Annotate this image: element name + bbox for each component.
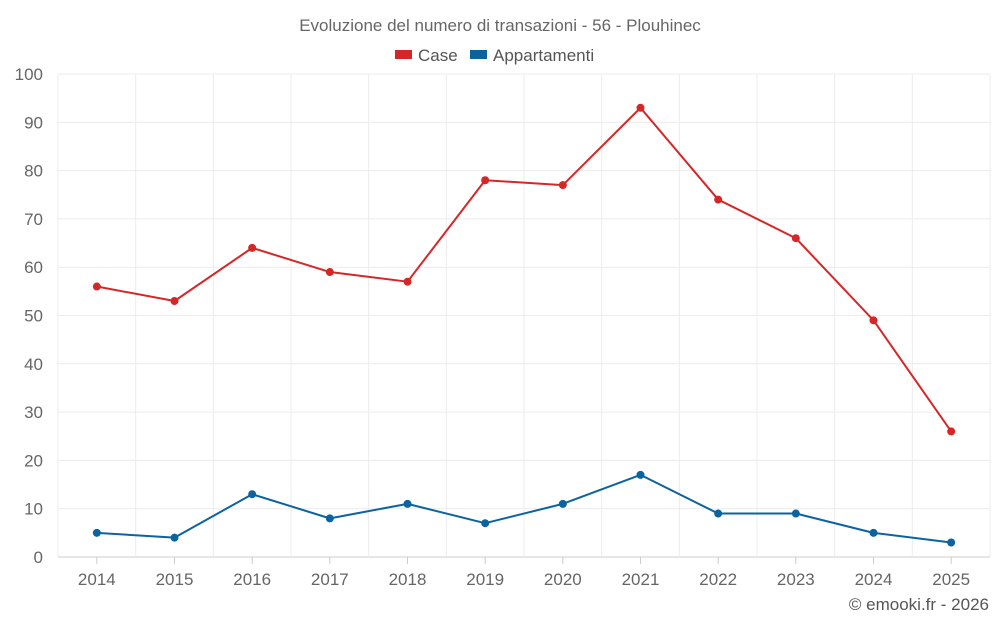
grid	[57, 73, 991, 558]
y-tick-label: 90	[24, 113, 43, 132]
series-group	[92, 103, 956, 547]
y-tick-label: 40	[24, 355, 43, 374]
data-point-case[interactable]	[170, 297, 179, 306]
y-tick-label: 70	[24, 210, 43, 229]
y-tick-label: 60	[24, 258, 43, 277]
x-tick-label: 2022	[699, 570, 737, 589]
legend-label-appartamenti[interactable]: Appartamenti	[493, 46, 594, 65]
data-point-appartamenti[interactable]	[248, 490, 257, 499]
series-line-case	[96, 106, 952, 432]
x-axis: 2014 2015 2016 2017 2018 2019 2020 2021 2022 2023…	[78, 557, 970, 589]
y-axis: 0 10 20 30 40 50 60 70 80 90 100	[15, 65, 43, 567]
data-point-case[interactable]	[558, 181, 567, 190]
x-tick-label: 2024	[855, 570, 893, 589]
legend: Case Appartamenti	[395, 46, 594, 65]
legend-label-case[interactable]: Case	[418, 46, 458, 65]
y-tick-label: 30	[24, 403, 43, 422]
data-point-appartamenti[interactable]	[403, 499, 412, 508]
data-point-case[interactable]	[325, 268, 334, 277]
y-tick-label: 20	[24, 451, 43, 470]
data-point-case[interactable]	[481, 176, 490, 185]
x-tick-label: 2017	[311, 570, 349, 589]
legend-swatch-appartamenti	[470, 50, 487, 59]
data-point-case[interactable]	[92, 282, 101, 291]
data-point-case[interactable]	[714, 195, 723, 204]
x-tick-label: 2021	[622, 570, 660, 589]
y-tick-label: 10	[24, 500, 43, 519]
data-point-appartamenti[interactable]	[325, 514, 334, 523]
data-point-appartamenti[interactable]	[558, 499, 567, 508]
data-point-appartamenti[interactable]	[92, 528, 101, 537]
x-tick-label: 2020	[544, 570, 582, 589]
x-tick-label: 2023	[777, 570, 815, 589]
x-tick-label: 2015	[156, 570, 194, 589]
credit-text: © emooki.fr - 2026	[849, 595, 989, 614]
legend-swatch-case	[395, 50, 412, 59]
y-tick-label: 80	[24, 162, 43, 181]
x-tick-label: 2025	[932, 570, 970, 589]
data-point-case[interactable]	[947, 427, 956, 436]
data-point-case[interactable]	[403, 277, 412, 286]
data-point-case[interactable]	[791, 234, 800, 243]
data-point-appartamenti[interactable]	[791, 509, 800, 518]
y-tick-label: 100	[15, 65, 43, 84]
data-point-appartamenti[interactable]	[869, 528, 878, 537]
chart-title: Evoluzione del numero di transazioni - 5…	[299, 16, 701, 35]
data-point-appartamenti[interactable]	[714, 509, 723, 518]
data-point-case[interactable]	[869, 316, 878, 325]
x-tick-label: 2018	[389, 570, 427, 589]
x-tick-label: 2019	[466, 570, 504, 589]
y-tick-label: 0	[34, 548, 43, 567]
data-point-appartamenti[interactable]	[170, 533, 179, 542]
data-point-case[interactable]	[636, 103, 645, 112]
data-point-appartamenti[interactable]	[947, 538, 956, 547]
data-point-case[interactable]	[248, 243, 257, 252]
series-line-appartamenti	[96, 473, 952, 544]
x-tick-label: 2014	[78, 570, 116, 589]
data-point-appartamenti[interactable]	[636, 470, 645, 479]
y-tick-label: 50	[24, 307, 43, 326]
x-tick-label: 2016	[233, 570, 271, 589]
data-point-appartamenti[interactable]	[481, 519, 490, 528]
